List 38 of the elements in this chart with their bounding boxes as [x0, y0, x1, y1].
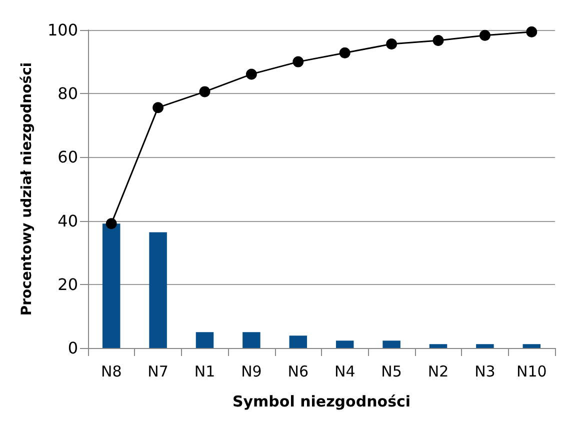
point [479, 30, 490, 41]
y-tick-label: 0 [68, 338, 78, 358]
x-tick-label: N1 [194, 362, 216, 380]
bar [336, 340, 354, 348]
x-tick-label: N4 [334, 362, 356, 380]
point [152, 102, 164, 114]
y-axis-title: Procentowy udział niezgodności [19, 62, 35, 316]
bar [102, 224, 120, 348]
x-tick-label: N7 [148, 362, 168, 380]
point [526, 26, 538, 38]
bar [196, 332, 214, 348]
x-tick-label: N9 [241, 362, 262, 380]
y-tick-label: 40 [58, 211, 78, 230]
bar [149, 232, 167, 348]
bar [242, 332, 260, 348]
point [199, 86, 210, 98]
bar [289, 336, 308, 348]
x-tick-label: N3 [474, 362, 496, 380]
x-tick-label: N2 [428, 362, 449, 380]
y-tick-label: 60 [58, 148, 78, 167]
x-tick-label: N5 [381, 362, 402, 380]
y-tick-label: 100 [47, 20, 78, 40]
point [432, 34, 444, 46]
point [292, 56, 304, 68]
bar [382, 340, 400, 348]
y-tick-label: 80 [58, 84, 78, 104]
x-axis-title: Symbol niezgodności [232, 392, 411, 410]
bar [522, 344, 541, 348]
bar [429, 344, 448, 348]
y-tick-label: 20 [58, 274, 78, 294]
point [386, 38, 398, 50]
bar [476, 344, 494, 348]
point [106, 218, 117, 230]
x-tick-label: N8 [100, 362, 122, 380]
point [246, 68, 257, 80]
x-tick-label: N10 [516, 362, 547, 380]
x-tick-label: N6 [288, 362, 309, 380]
point [339, 47, 350, 58]
